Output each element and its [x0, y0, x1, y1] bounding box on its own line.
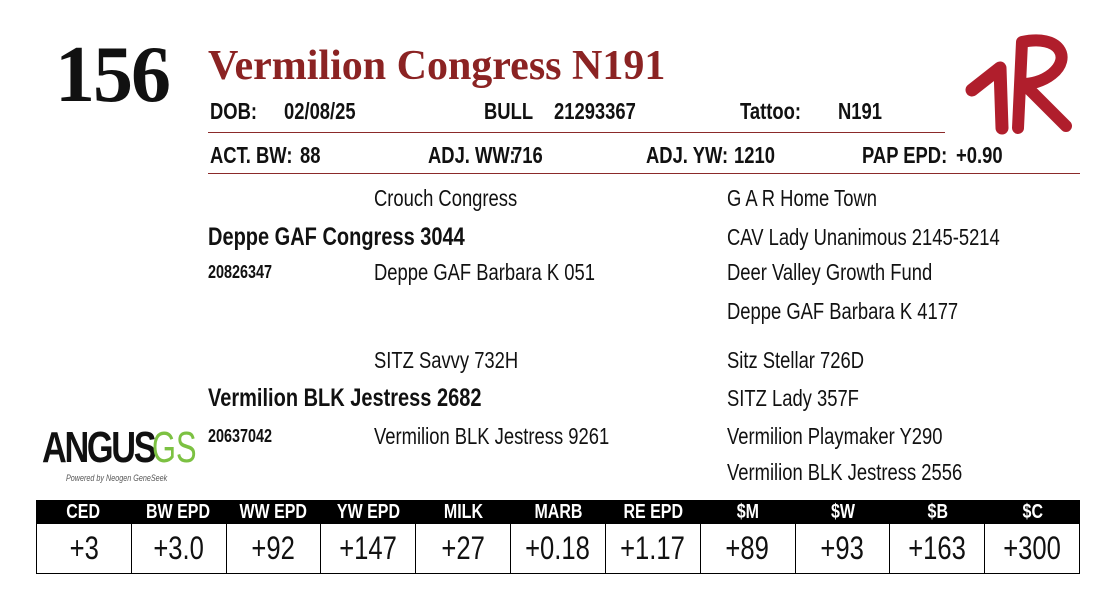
- divider: [208, 132, 945, 133]
- dam-name: Vermilion BLK Jestress 2682: [208, 384, 482, 412]
- epd-header-cell: RE EPD: [605, 500, 701, 524]
- sire-sire: Crouch Congress: [374, 185, 518, 211]
- sire-registration: 20826347: [208, 262, 273, 282]
- ancestor: Vermilion BLK Jestress 2556: [727, 459, 963, 485]
- weight-value: 716: [512, 142, 543, 168]
- sire-dam: Deppe GAF Barbara K 051: [374, 259, 595, 285]
- epd-value: +89: [725, 530, 770, 566]
- epd-header-row: CED BW EPD WW EPD YW EPD MILK EPD MARB EPD RE …: [36, 500, 1080, 547]
- epd-value: +300: [1003, 530, 1061, 566]
- epd-value-cell: +0.18: [510, 524, 605, 574]
- ancestor: G A R Home Town: [727, 185, 877, 211]
- epd-header-cell: MARB EPD: [510, 500, 606, 547]
- weight-value: +0.90: [956, 142, 1003, 168]
- dam-registration: 20637042: [208, 426, 273, 446]
- dob-label: DOB:: [210, 98, 258, 124]
- weight-value: 1210: [734, 142, 775, 168]
- epd-value-cell: +163: [889, 524, 985, 574]
- epd-header-cell: CED: [36, 500, 131, 524]
- epd-header: BW EPD: [146, 501, 211, 523]
- ancestor: CAV Lady Unanimous 2145-5214: [727, 224, 1000, 250]
- logo-stroke: [965, 61, 1009, 135]
- angus-logo-text: ANGUS: [42, 423, 157, 472]
- epd-value: +27: [441, 530, 485, 566]
- epd-header-cell: $B: [890, 500, 986, 524]
- epd-header: MARB EPD: [533, 501, 582, 547]
- epd-header: CED: [66, 501, 101, 523]
- ancestor: Vermilion Playmaker Y290: [727, 423, 943, 449]
- tattoo: N191: [838, 98, 882, 124]
- gs-logo-text: GS: [152, 423, 197, 472]
- epd-value: +163: [908, 530, 967, 566]
- epd-header-cell: WW EPD: [225, 500, 321, 524]
- dob: 02/08/25: [284, 98, 356, 124]
- epd-value-cell: +3: [36, 524, 131, 574]
- epd-value-cell: +27: [415, 524, 511, 574]
- epd-value: +147: [339, 530, 398, 566]
- epd-header: $B: [927, 501, 948, 523]
- epd-header-cell: YW EPD: [320, 500, 416, 524]
- reg-label: BULL: [484, 98, 534, 124]
- ancestor: Sitz Stellar 726D: [727, 347, 865, 373]
- epd-value-cell: +92: [225, 524, 321, 574]
- animal-name: Vermilion Congress N191: [208, 43, 666, 89]
- epd-value: +3: [69, 530, 99, 566]
- epd-value: +0.18: [525, 530, 591, 566]
- epd-header: WW EPD: [239, 501, 308, 523]
- lot-number: 156: [55, 31, 171, 119]
- epd-header-cell: $M: [700, 500, 796, 524]
- tattoo-label: Tattoo:: [740, 98, 801, 124]
- epd-value-cell: +300: [984, 524, 1080, 574]
- epd-header-cell: MILK EPD: [415, 500, 511, 547]
- epd-header-cell: BW EPD: [130, 500, 226, 524]
- epd-header: $M: [736, 501, 759, 523]
- ancestor: SITZ Lady 357F: [727, 385, 859, 411]
- brand-logo: [965, 34, 1072, 135]
- dam-dam: Vermilion BLK Jestress 9261: [374, 423, 610, 449]
- weight-label: ADJ. YW:: [646, 142, 729, 168]
- weight-label: ACT. BW:: [210, 142, 293, 168]
- epd-value-cell: +147: [320, 524, 416, 574]
- weight-label: ADJ. WW:: [428, 142, 516, 168]
- ancestor: Deppe GAF Barbara K 4177: [727, 298, 959, 324]
- epd-value-row: +3 +3.0 +92 +147 +27 +0.18 +1.17 +89 +93 +163 +300: [36, 524, 1080, 574]
- epd-value: +3.0: [153, 530, 204, 566]
- dam-sire: SITZ Savvy 732H: [374, 347, 519, 373]
- epd-value: +92: [251, 530, 296, 566]
- epd-header-cell: $W: [795, 500, 891, 524]
- epd-header: MILK EPD: [443, 501, 483, 547]
- epd-value-cell: +1.17: [604, 524, 700, 574]
- weight-label: PAP EPD:: [862, 142, 948, 168]
- ancestor: Deer Valley Growth Fund: [727, 259, 933, 285]
- sire-name: Deppe GAF Congress 3044: [208, 223, 465, 251]
- epd-header: RE EPD: [623, 501, 683, 523]
- epd-header: $C: [1022, 501, 1043, 523]
- epd-value-cell: +89: [699, 524, 795, 574]
- epd-value-cell: +93: [794, 524, 890, 574]
- epd-header: $W: [830, 501, 855, 523]
- registration: 21293367: [554, 98, 636, 124]
- divider: [208, 173, 1080, 174]
- epd-value: +1.17: [620, 530, 686, 566]
- logo-tagline: Powered by Neogen GeneSeek: [66, 473, 168, 483]
- epd-header-cell: $C: [985, 500, 1080, 524]
- epd-header: YW EPD: [336, 501, 400, 523]
- weight-value: 88: [300, 142, 321, 168]
- epd-value: +93: [820, 530, 865, 566]
- logo-stroke: [1012, 34, 1072, 134]
- epd-value-cell: +3.0: [130, 524, 226, 574]
- epd-table: CED BW EPD WW EPD YW EPD MILK EPD MARB EPD RE …: [36, 500, 1080, 574]
